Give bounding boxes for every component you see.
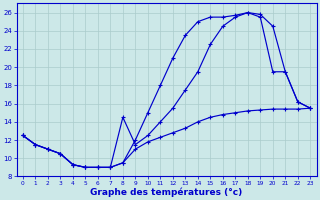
X-axis label: Graphe des températures (°c): Graphe des températures (°c) [91, 187, 243, 197]
